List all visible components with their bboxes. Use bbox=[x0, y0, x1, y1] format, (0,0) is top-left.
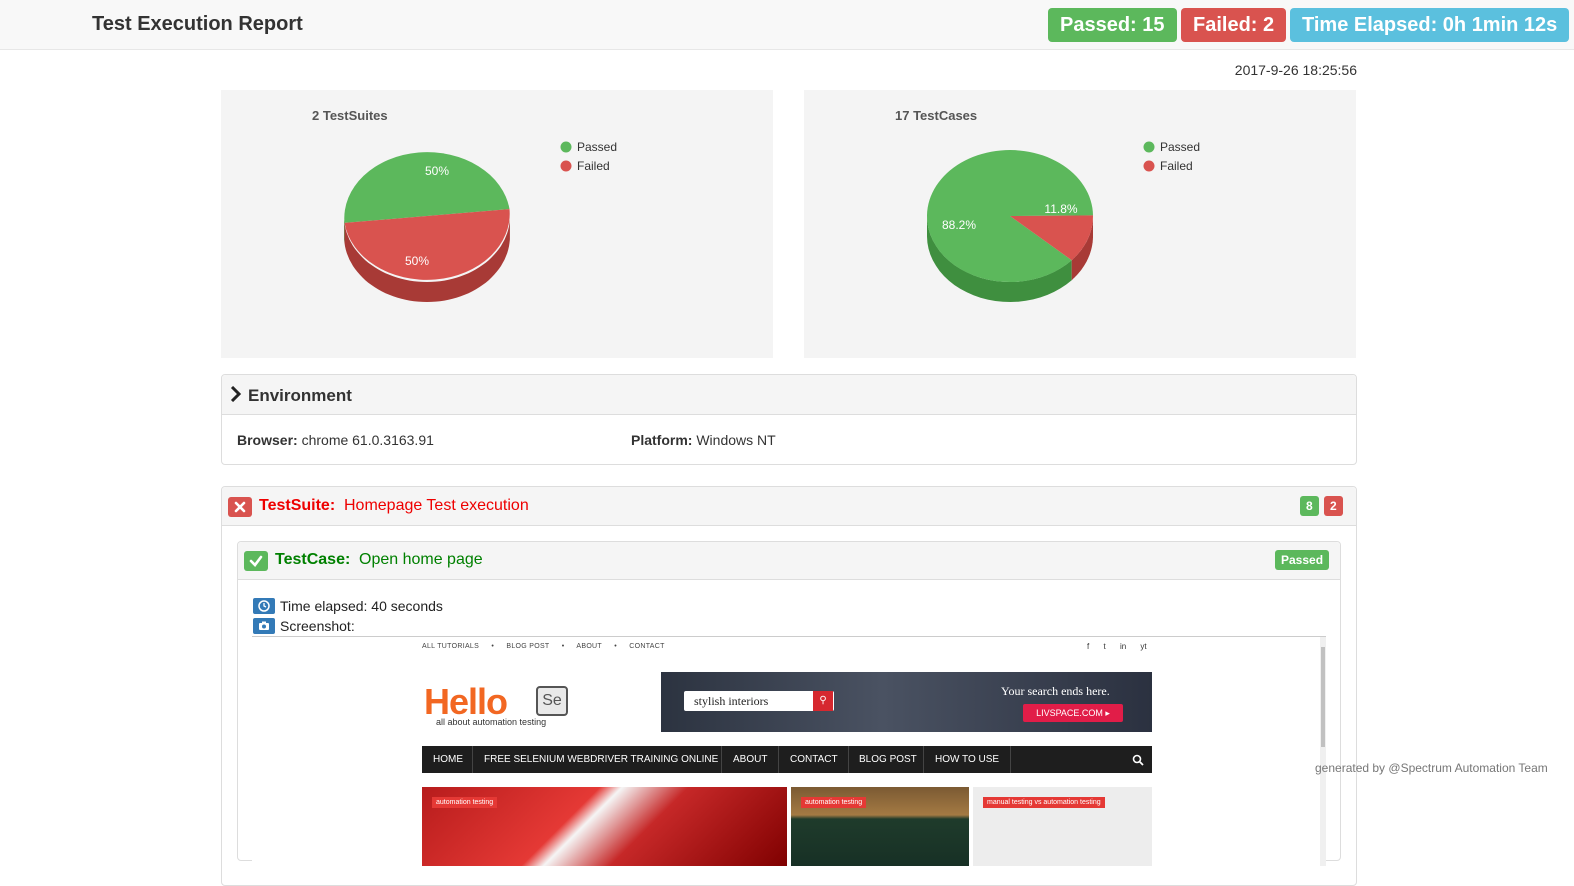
platform-label: Platform: bbox=[631, 432, 692, 448]
menu-divider bbox=[472, 746, 473, 773]
suite-failed-count: 2 bbox=[1324, 496, 1343, 516]
clock-icon bbox=[253, 598, 275, 614]
time-elapsed-text: Time elapsed: 40 seconds bbox=[280, 598, 443, 614]
legend-label[interactable]: Failed bbox=[577, 159, 610, 173]
platform-value: Windows NT bbox=[696, 432, 775, 448]
thumbnail-image: automation testing bbox=[791, 787, 969, 866]
site-top-nav: ALL TUTORIALS • BLOG POST • ABOUT • CONT… bbox=[422, 643, 675, 650]
scrollbar-thumb[interactable] bbox=[1321, 647, 1325, 747]
environment-panel: Environment Browser: chrome 61.0.3163.91… bbox=[221, 374, 1357, 465]
menu-divider bbox=[848, 746, 849, 773]
thumbnail-image: manual testing vs automation testing bbox=[973, 787, 1152, 866]
site-menu-item: FREE SELENIUM WEBDRIVER TRAINING ONLINE bbox=[484, 746, 718, 773]
chart-title: 17 TestCases bbox=[895, 108, 977, 123]
site-nav-item: CONTACT bbox=[629, 643, 664, 650]
youtube-icon: yt bbox=[1140, 642, 1146, 651]
site-ad-banner: stylish interiors ⚲ Your search ends her… bbox=[661, 672, 1152, 732]
search-icon bbox=[1132, 754, 1144, 766]
pie-value-label: 11.8% bbox=[1044, 202, 1077, 216]
testcases-pie-chart: 17 TestCases Passed Failed 88.2% 11.8% bbox=[804, 90, 1356, 358]
testsuites-chart-panel: 2 TestSuites Passed Failed 50% 50% bbox=[221, 90, 773, 358]
site-menu-item: HOW TO USE bbox=[935, 746, 999, 773]
menu-divider bbox=[923, 746, 924, 773]
suite-passed-count: 8 bbox=[1300, 496, 1319, 516]
report-timestamp: 2017-9-26 18:25:56 bbox=[1160, 62, 1357, 78]
chart-title: 2 TestSuites bbox=[312, 108, 388, 123]
legend-label[interactable]: Failed bbox=[1160, 159, 1193, 173]
time-elapsed-badge: Time Elapsed: 0h 1min 12s bbox=[1290, 8, 1569, 42]
menu-divider bbox=[778, 746, 779, 773]
testcase-screenshot[interactable]: ALL TUTORIALS • BLOG POST • ABOUT • CONT… bbox=[252, 636, 1326, 866]
twitter-icon: t bbox=[1103, 642, 1105, 651]
legend-swatch bbox=[561, 142, 572, 153]
screenshot-scrollbar[interactable] bbox=[1320, 637, 1326, 866]
failed-x-icon bbox=[228, 497, 252, 517]
check-icon bbox=[244, 551, 268, 571]
site-nav-item: ABOUT bbox=[576, 643, 602, 650]
testsuites-pie-chart: 2 TestSuites Passed Failed 50% 50% bbox=[221, 90, 773, 358]
browser-value: chrome 61.0.3163.91 bbox=[302, 432, 434, 448]
testsuite-header[interactable]: TestSuite: Homepage Test execution 8 2 bbox=[222, 487, 1356, 526]
legend-swatch bbox=[1144, 142, 1155, 153]
search-icon: ⚲ bbox=[813, 691, 833, 711]
legend-swatch bbox=[1144, 161, 1155, 172]
legend-label[interactable]: Passed bbox=[1160, 140, 1200, 154]
chevron-right-icon bbox=[230, 386, 242, 402]
testcase-panel: TestCase: Open home page Passed Time ela… bbox=[237, 541, 1341, 861]
camera-icon bbox=[253, 618, 275, 634]
site-menu-item: ABOUT bbox=[733, 746, 767, 773]
failed-badge: Failed: 2 bbox=[1181, 8, 1286, 42]
page-title: Test Execution Report bbox=[92, 13, 303, 36]
legend-swatch bbox=[561, 161, 572, 172]
environment-header[interactable]: Environment bbox=[222, 375, 1356, 415]
testcase-name: Open home page bbox=[359, 551, 483, 569]
thumbnail-tag: manual testing vs automation testing bbox=[983, 797, 1105, 808]
testcase-header[interactable]: TestCase: Open home page Passed bbox=[238, 542, 1340, 580]
linkedin-icon: in bbox=[1120, 642, 1126, 651]
testsuite-label: TestSuite: bbox=[259, 497, 335, 515]
menu-divider bbox=[721, 746, 722, 773]
facebook-icon: f bbox=[1087, 642, 1089, 651]
ad-brand: LIVSPACE.COM ▸ bbox=[1023, 704, 1123, 722]
site-nav-item: BLOG POST bbox=[506, 643, 549, 650]
thumbnail-tag: automation testing bbox=[801, 797, 866, 808]
thumbnail-image: automation testing bbox=[422, 787, 787, 866]
thumbnail-tag: automation testing bbox=[432, 797, 497, 808]
testsuite-panel: TestSuite: Homepage Test execution 8 2 T… bbox=[221, 486, 1357, 886]
site-main-menu: HOME FREE SELENIUM WEBDRIVER TRAINING ON… bbox=[422, 746, 1152, 773]
browser-info: Browser: chrome 61.0.3163.91 bbox=[237, 432, 434, 448]
pie-value-label: 50% bbox=[405, 254, 429, 268]
site-logo-tagline: all about automation testing bbox=[436, 717, 546, 727]
testcase-status-badge: Passed bbox=[1275, 550, 1329, 570]
site-social-icons: f t in yt bbox=[1087, 642, 1159, 651]
site-logo-badge: Se bbox=[536, 686, 568, 716]
testsuite-name: Homepage Test execution bbox=[344, 497, 529, 515]
site-nav-item: ALL TUTORIALS bbox=[422, 643, 479, 650]
site-menu-item: CONTACT bbox=[790, 746, 838, 773]
site-nav-dot: • bbox=[562, 643, 565, 650]
ad-tagline: Your search ends here. bbox=[1001, 684, 1110, 699]
site-menu-item: HOME bbox=[433, 746, 463, 773]
passed-badge: Passed: 15 bbox=[1048, 8, 1177, 42]
footer-credit: generated by @Spectrum Automation Team bbox=[1315, 761, 1548, 775]
pie-value-label: 50% bbox=[425, 164, 449, 178]
site-menu-item: BLOG POST bbox=[859, 746, 917, 773]
site-nav-dot: • bbox=[614, 643, 617, 650]
screenshot-label: Screenshot: bbox=[280, 618, 355, 634]
legend-label[interactable]: Passed bbox=[577, 140, 617, 154]
environment-title: Environment bbox=[248, 386, 352, 406]
testcase-label: TestCase: bbox=[275, 551, 350, 569]
site-nav-dot: • bbox=[491, 643, 494, 650]
browser-label: Browser: bbox=[237, 432, 298, 448]
top-bar: Test Execution Report Passed: 15 Failed:… bbox=[0, 0, 1574, 50]
menu-divider bbox=[1010, 746, 1011, 773]
platform-info: Platform: Windows NT bbox=[631, 432, 776, 448]
pie-value-label: 88.2% bbox=[942, 218, 976, 232]
testcases-chart-panel: 17 TestCases Passed Failed 88.2% 11.8% bbox=[804, 90, 1356, 358]
ad-search-text: stylish interiors bbox=[684, 691, 834, 711]
